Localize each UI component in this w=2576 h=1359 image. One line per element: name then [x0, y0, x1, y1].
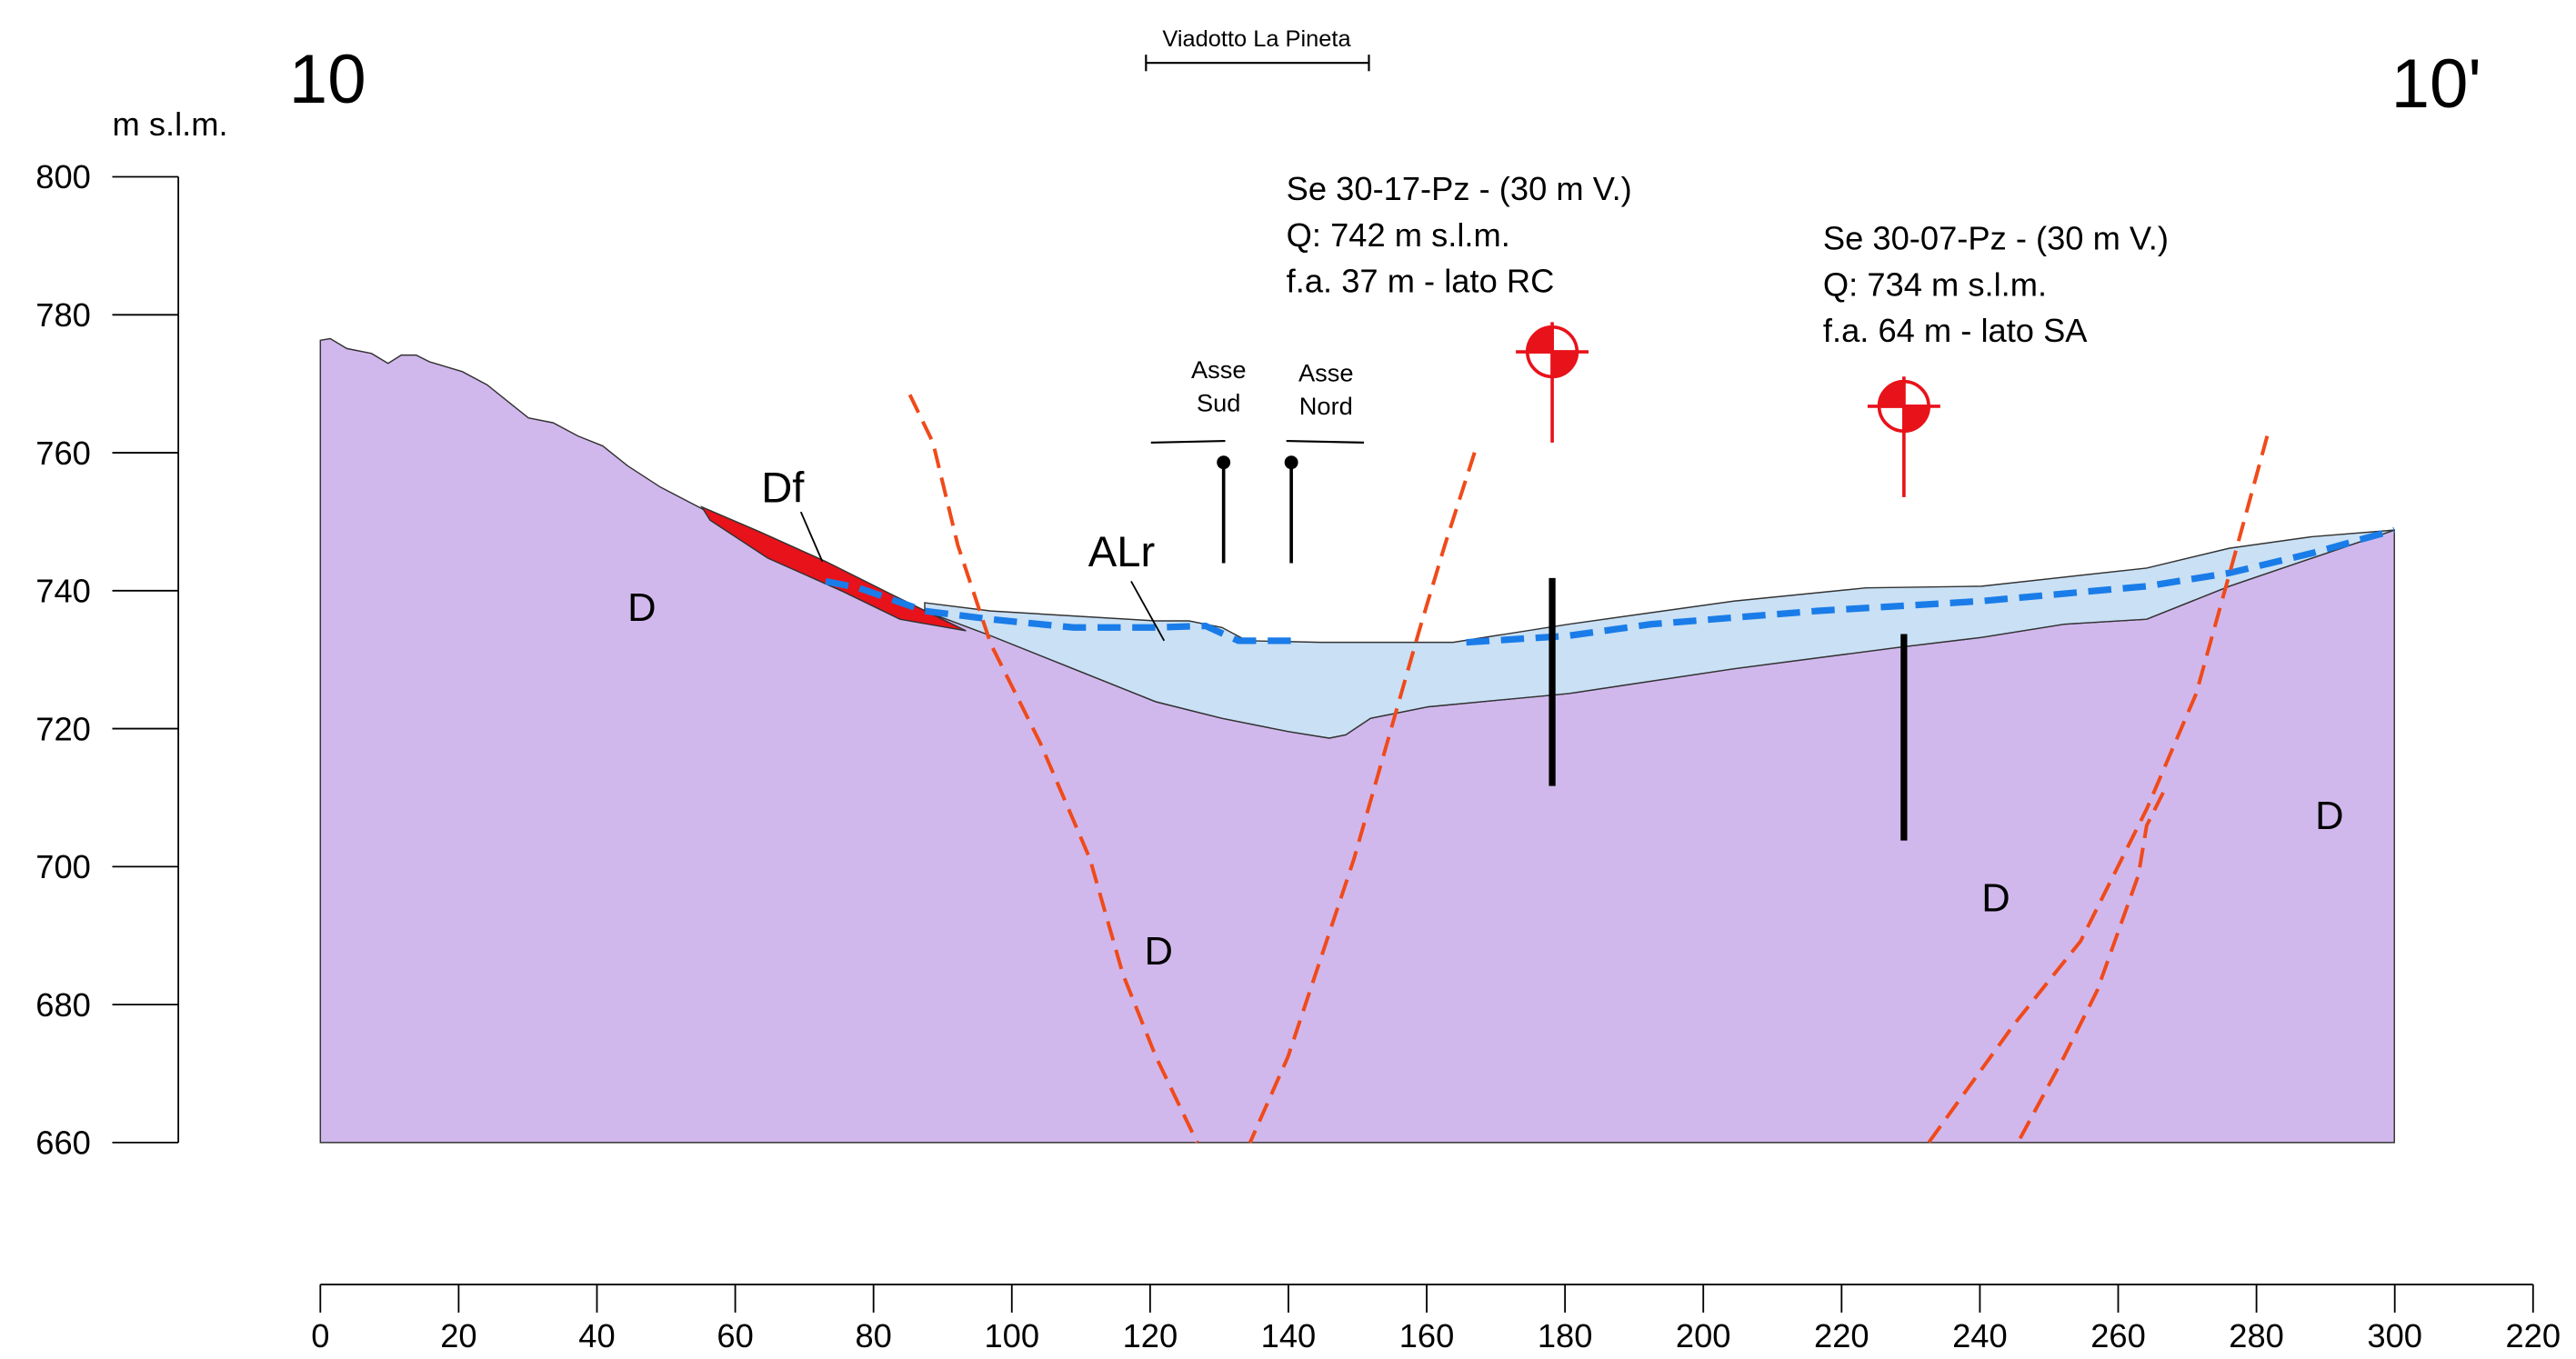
x-tick-label: 200 — [1676, 1317, 1731, 1354]
fault — [1248, 452, 1477, 1144]
x-tick-label: 220 — [1814, 1317, 1869, 1354]
x-tick-label: 260 — [2090, 1317, 2146, 1354]
unit-D: D — [2315, 794, 2343, 838]
faults — [907, 394, 2270, 1144]
axis-label: Nord — [1299, 392, 1353, 420]
section-end: 10' — [2391, 45, 2481, 123]
leader — [1130, 581, 1166, 642]
water-table — [825, 577, 1297, 645]
x-tick-label: 280 — [2229, 1317, 2284, 1354]
fault — [907, 394, 1199, 1144]
axis-label: Asse — [1298, 359, 1354, 387]
y-tick-label: 660 — [35, 1124, 91, 1162]
axis-label: Asse — [1191, 355, 1247, 384]
borehole-info: Se 30-07-Pz - (30 m V.) — [1823, 219, 2169, 256]
x-tick-label: 160 — [1399, 1317, 1455, 1354]
viaduct-label: Viadotto La Pineta — [1162, 26, 1351, 52]
y-tick-label: 780 — [35, 296, 91, 334]
fault — [1927, 435, 2270, 1144]
x-tick-label: 140 — [1261, 1317, 1317, 1354]
y-tick-label: 800 — [35, 158, 91, 195]
unit-label: m s.l.m. — [112, 105, 227, 143]
y-tick-label: 740 — [35, 573, 91, 610]
y-tick-label: 720 — [35, 710, 91, 747]
viaduct-bar — [1145, 55, 1370, 72]
axis-pins — [1150, 439, 1365, 564]
unit-ALr: ALr — [1088, 528, 1155, 576]
x-tick-label: 60 — [717, 1317, 753, 1354]
alluvium-ALr — [924, 529, 2395, 739]
unit-D: D — [1145, 930, 1173, 974]
unit-Df: Df — [761, 464, 805, 512]
x-tick-label: 100 — [984, 1317, 1039, 1354]
y-tick-label: 680 — [35, 986, 91, 1024]
x-tick-label: 120 — [1123, 1317, 1178, 1354]
borehole-symbol — [1516, 322, 1589, 443]
borehole-info: f.a. 64 m - lato SA — [1823, 312, 2088, 349]
x-tick-label: 20 — [440, 1317, 476, 1354]
borehole-info: Q: 734 m s.l.m. — [1823, 265, 2047, 303]
borehole-symbol — [1867, 376, 1940, 497]
x-tick-label: 300 — [2367, 1317, 2422, 1354]
borehole-info: f.a. 37 m - lato RC — [1287, 263, 1555, 300]
fault — [2016, 792, 2165, 1144]
x-tick-label: 180 — [1538, 1317, 1593, 1354]
borehole-info: Q: 742 m s.l.m. — [1287, 216, 1510, 254]
x-tick-label: 80 — [855, 1317, 891, 1354]
axis-label: Sud — [1197, 388, 1240, 416]
section-start: 10 — [289, 41, 366, 118]
y-tick-label: 700 — [35, 848, 91, 885]
borehole-info: Se 30-17-Pz - (30 m V.) — [1287, 170, 1632, 207]
unit-D: D — [627, 586, 656, 630]
x-tick-label: 240 — [1952, 1317, 2008, 1354]
x-tick-label: 0 — [311, 1317, 329, 1354]
leader — [799, 511, 824, 563]
unit-D: D — [1981, 877, 2010, 921]
x-tick-label: 220 — [2505, 1317, 2561, 1354]
x-tick-label: 40 — [578, 1317, 615, 1354]
y-tick-label: 760 — [35, 435, 91, 472]
